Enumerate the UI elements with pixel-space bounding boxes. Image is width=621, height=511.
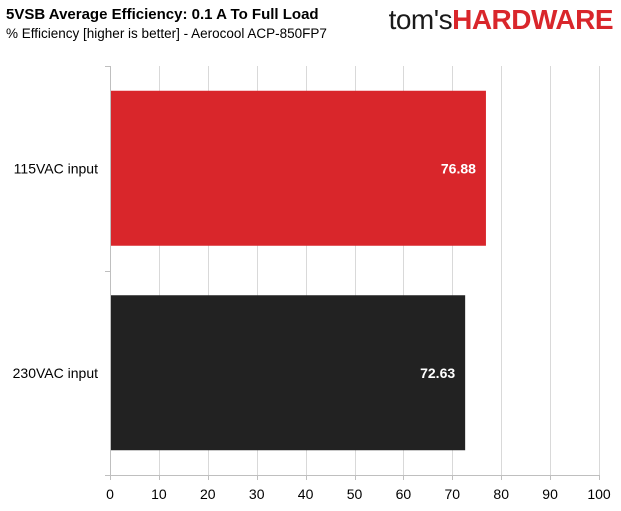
x-tick-label: 90 xyxy=(542,486,558,502)
x-tick-label: 20 xyxy=(200,486,216,502)
x-tick-label: 10 xyxy=(151,486,167,502)
chart-title: 5VSB Average Efficiency: 0.1 A To Full L… xyxy=(6,6,319,23)
toms-hardware-logo: tom'sHARDWARE xyxy=(388,4,614,36)
category-label: 230VAC input xyxy=(13,365,98,381)
logo-hardware-text: HARDWARE xyxy=(452,4,613,35)
logo-toms-text: tom's xyxy=(388,4,453,35)
x-tick-label: 0 xyxy=(106,486,114,502)
category-label: 115VAC input xyxy=(14,160,98,176)
x-tick-label: 80 xyxy=(493,486,509,502)
x-tick-label: 40 xyxy=(298,486,314,502)
data-label: 76.88 xyxy=(441,160,476,176)
x-tick-label: 70 xyxy=(445,486,461,502)
chart-subtitle: % Efficiency [higher is better] - Aeroco… xyxy=(6,26,327,41)
data-label: 72.63 xyxy=(420,365,455,381)
x-tick-label: 50 xyxy=(347,486,363,502)
x-tick-label: 60 xyxy=(396,486,412,502)
labels: 76.88 115VAC input 72.63 230VAC input 0 10 20 3… xyxy=(13,160,611,502)
bar-1 xyxy=(110,90,486,246)
bars xyxy=(110,90,486,451)
axes xyxy=(105,66,600,480)
bar-2 xyxy=(110,295,466,451)
x-tick-label: 100 xyxy=(587,486,611,502)
x-tick-label: 30 xyxy=(249,486,265,502)
